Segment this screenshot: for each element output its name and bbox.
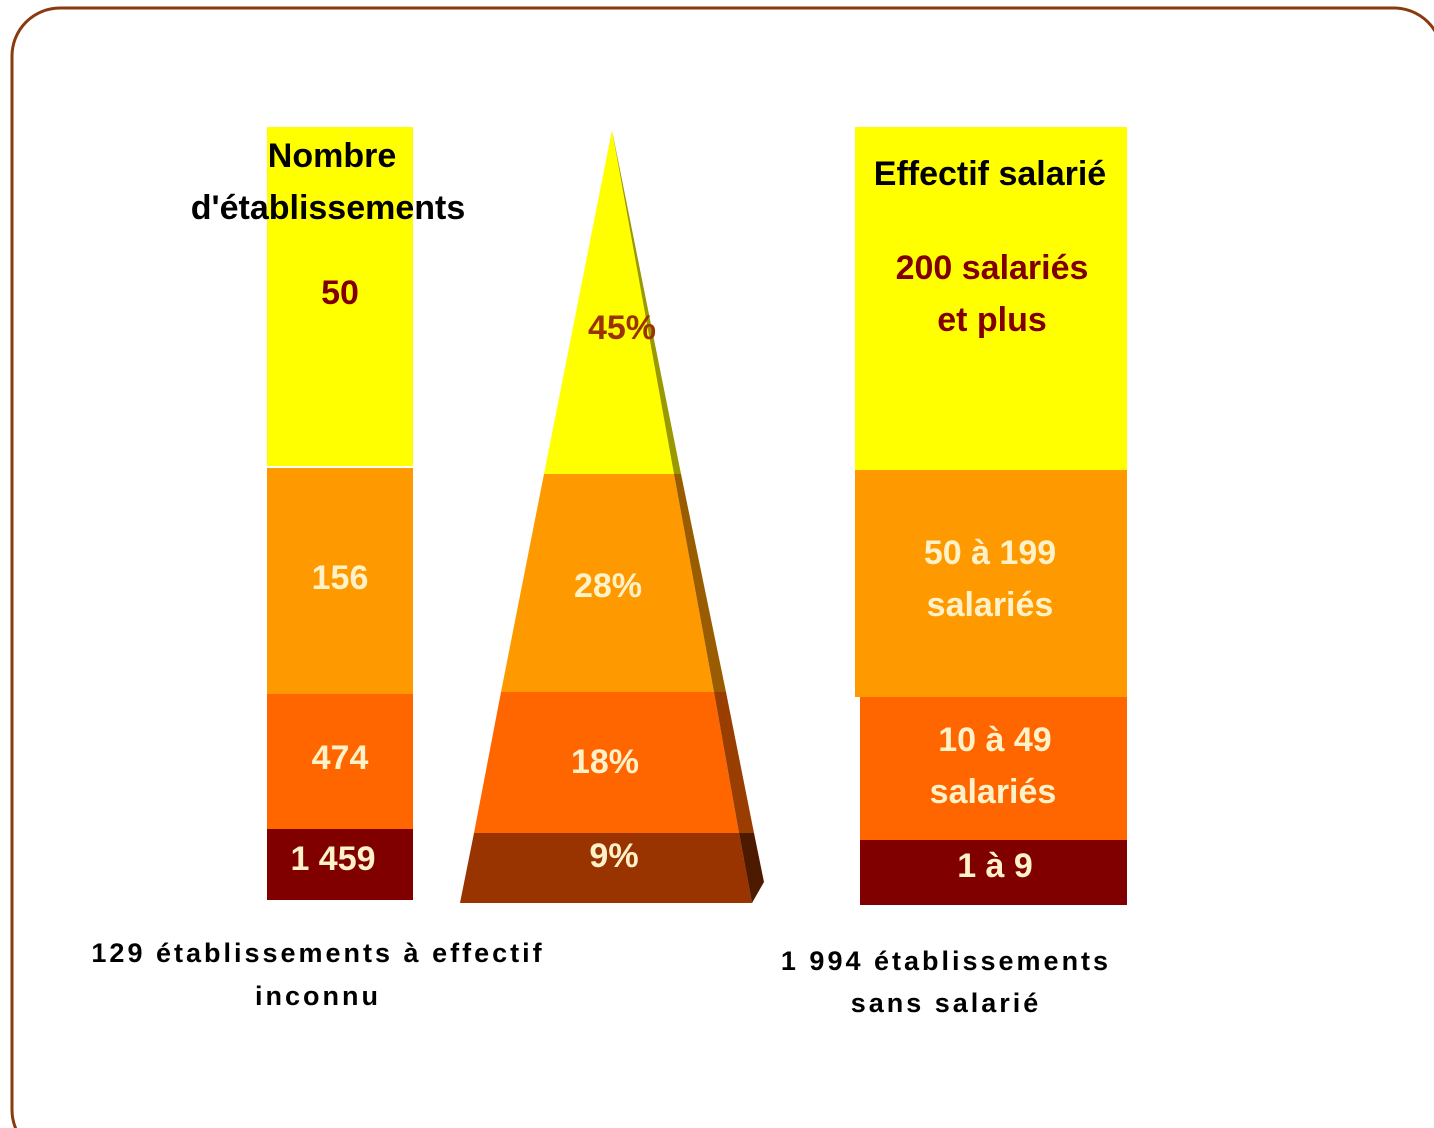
- right-column: Effectif salarié 200 salariés et plus 50…: [855, 127, 1127, 905]
- segment: [501, 474, 714, 692]
- segment: [855, 127, 1127, 470]
- note: inconnu: [255, 981, 381, 1011]
- label: salariés: [930, 773, 1057, 811]
- segment: [544, 130, 674, 474]
- label: 9%: [589, 837, 638, 875]
- title: Nombre: [268, 137, 396, 175]
- label: 200 salariés: [896, 249, 1089, 287]
- label: 28%: [574, 567, 642, 605]
- label: 18%: [571, 743, 639, 781]
- label: salariés: [927, 586, 1054, 624]
- title: Effectif salarié: [874, 155, 1106, 193]
- label: 10 à 49: [938, 721, 1051, 759]
- note: 1 994 établissements: [781, 946, 1111, 976]
- segment: [460, 833, 752, 903]
- side: [714, 692, 754, 833]
- segment: [267, 127, 413, 466]
- side: [674, 474, 726, 692]
- side: [739, 833, 764, 903]
- segment: [474, 692, 739, 833]
- pyramid: 45% 28% 18% 9%: [460, 130, 764, 903]
- segment: [267, 829, 413, 900]
- label: 156: [312, 559, 369, 597]
- label: 1 à 9: [957, 847, 1033, 885]
- label: et plus: [937, 301, 1047, 339]
- segment: [267, 694, 413, 829]
- label: 50: [321, 274, 359, 312]
- title: d'établissements: [191, 189, 466, 227]
- note: sans salarié: [851, 988, 1042, 1018]
- label: 45%: [588, 309, 656, 347]
- segment: [860, 697, 1127, 840]
- label: 50 à 199: [924, 534, 1056, 572]
- left-column: Nombre d'établissements 50 156 474 1 459: [191, 127, 466, 900]
- side: [612, 130, 681, 474]
- segment: [855, 470, 1127, 697]
- label: 474: [312, 739, 369, 777]
- segment: [860, 840, 1127, 905]
- label: 1 459: [290, 840, 375, 878]
- segment: [267, 468, 413, 694]
- note: 129 établissements à effectif: [91, 938, 544, 968]
